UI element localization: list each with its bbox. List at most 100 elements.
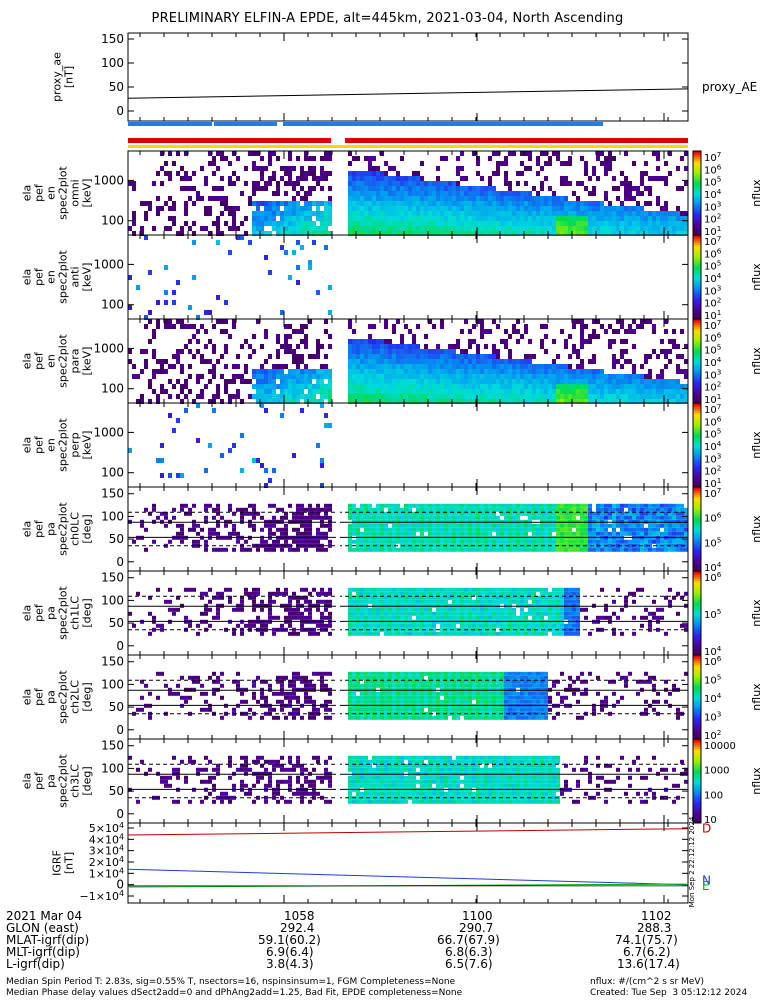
heat-cell (304, 399, 308, 404)
heat-cell (448, 344, 452, 349)
heat-cell (508, 599, 512, 604)
heat-cell (496, 543, 500, 548)
heat-cell (412, 226, 416, 231)
heat-cell (444, 384, 448, 389)
heat-cell (232, 181, 236, 186)
heat-cell (548, 507, 552, 512)
heat-cell (632, 344, 636, 349)
heat-cell (612, 216, 616, 221)
heat-cell (472, 623, 476, 628)
heat-cell (452, 599, 456, 604)
heat-cell (572, 511, 576, 516)
heat-cell (680, 515, 684, 520)
heat-cell (584, 201, 588, 206)
heat-cell (448, 181, 452, 186)
heat-cell (452, 186, 456, 191)
heat-cell (300, 394, 304, 399)
heat-cell (496, 379, 500, 384)
heat-cell (488, 369, 492, 374)
heat-cell (180, 523, 184, 528)
heat-cell (300, 543, 304, 548)
heat-cell (364, 389, 368, 394)
heat-cell (576, 611, 580, 616)
heat-cell (648, 216, 652, 221)
heat-cell (184, 221, 188, 226)
heat-cell (148, 319, 152, 324)
heat-cell (480, 231, 484, 236)
heat-cell (408, 181, 412, 186)
heat-cell (272, 591, 276, 596)
heat-cell (580, 511, 584, 516)
heat-cell (516, 523, 520, 528)
heat-cell (644, 503, 648, 508)
heat-cell (260, 403, 264, 408)
heat-cell (388, 221, 392, 226)
heat-cell (380, 354, 384, 359)
heat-cell (388, 599, 392, 604)
heat-cell (376, 344, 380, 349)
heat-cell (144, 683, 148, 688)
heat-cell (212, 515, 216, 520)
heat-cell (296, 384, 300, 389)
heat-cell (300, 216, 304, 221)
heat-cell (396, 587, 400, 592)
heat-cell (320, 399, 324, 404)
heat-cell (376, 587, 380, 592)
heat-cell (168, 539, 172, 544)
heat-cell (148, 511, 152, 516)
heat-cell (528, 523, 532, 528)
heat-cell (560, 523, 564, 528)
heat-cell (464, 394, 468, 399)
heat-cell (460, 611, 464, 616)
heat-cell (292, 527, 296, 532)
heat-cell (372, 354, 376, 359)
heat-cell (500, 394, 504, 399)
heat-cell (540, 511, 544, 516)
heat-cell (392, 587, 396, 592)
heat-cell (236, 235, 240, 240)
heat-cell (432, 631, 436, 636)
heat-cell (172, 221, 176, 226)
heat-cell (512, 359, 516, 364)
heatmap-layer (128, 151, 688, 804)
heat-cell (216, 507, 220, 512)
heat-cell (516, 226, 520, 231)
heat-cell (328, 151, 332, 156)
heat-cell (616, 359, 620, 364)
heat-cell (656, 394, 660, 399)
heat-cell (612, 156, 616, 161)
heat-cell (516, 591, 520, 596)
heat-cell (352, 191, 356, 196)
heat-cell (408, 595, 412, 600)
heat-cell (492, 201, 496, 206)
heat-cell (428, 515, 432, 520)
heat-cell (632, 221, 636, 226)
heat-cell (348, 221, 352, 226)
heat-cell (348, 364, 352, 369)
heat-cell (424, 595, 428, 600)
heat-cell (388, 384, 392, 389)
heat-cell (364, 339, 368, 344)
heat-cell (652, 324, 656, 329)
heat-cell (236, 364, 240, 369)
heat-cell (496, 587, 500, 592)
heat-cell (500, 599, 504, 604)
heat-cell (392, 226, 396, 231)
heat-cell (320, 463, 324, 468)
heat-cell (196, 374, 200, 379)
heat-cell (292, 369, 296, 374)
heat-cell (360, 511, 364, 516)
heat-cell (620, 364, 624, 369)
heat-cell (528, 364, 532, 369)
heat-cell (476, 523, 480, 528)
heat-cell (308, 354, 312, 359)
heat-cell (564, 507, 568, 512)
heat-cell (552, 339, 556, 344)
heat-cell (588, 206, 592, 211)
heat-cell (628, 547, 632, 552)
heat-cell (404, 627, 408, 632)
heat-cell (364, 511, 368, 516)
heat-cell (288, 611, 292, 616)
heat-cell (212, 507, 216, 512)
heat-cell (156, 587, 160, 592)
